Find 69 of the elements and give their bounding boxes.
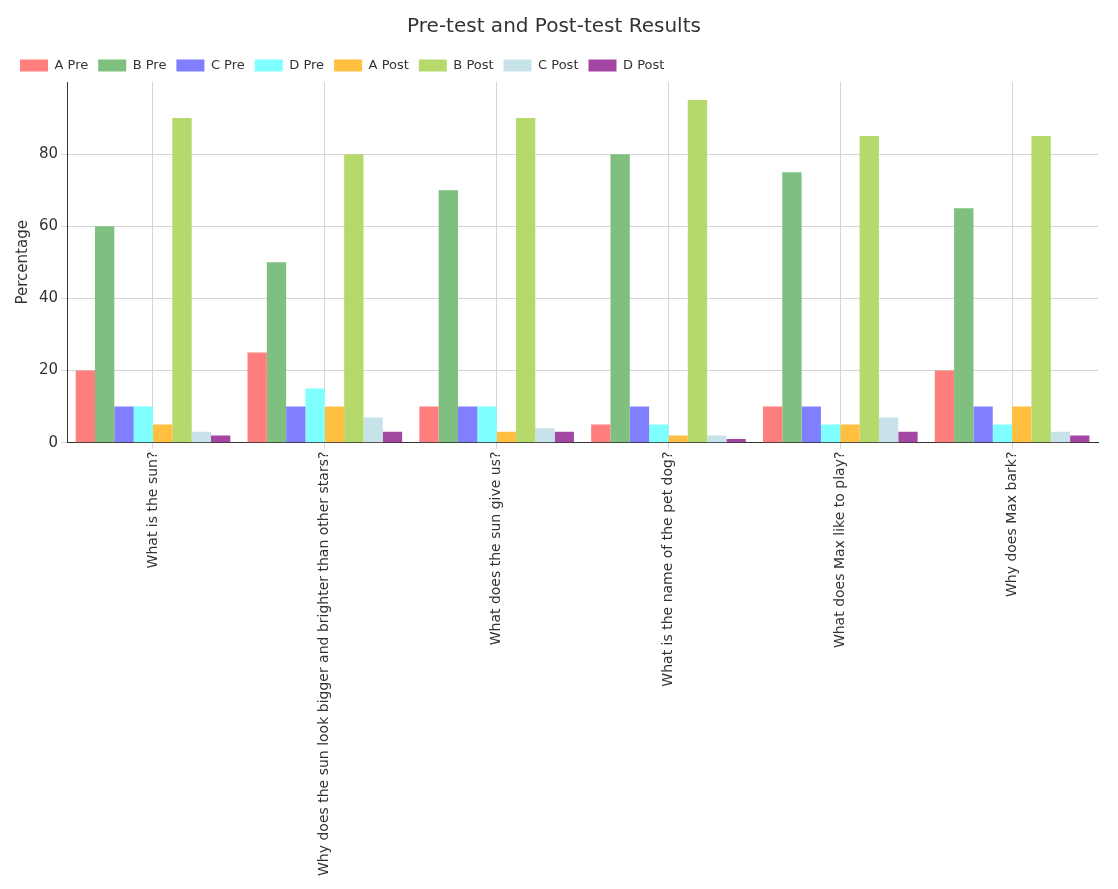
bar [153,424,173,443]
bar [668,435,688,443]
bar [247,352,267,443]
legend-label: D Pre [289,56,325,72]
bar [535,428,555,443]
bar [782,172,802,443]
bar [610,154,630,443]
bar [591,424,611,443]
bar [878,417,899,443]
bar [324,406,345,443]
bar [477,406,497,443]
bar [801,406,821,443]
bar [344,154,364,443]
y-axis-title: Percentage [12,220,31,305]
legend-label: C Pre [210,56,245,72]
bar [762,406,783,443]
bar [496,431,516,443]
bar [992,424,1013,443]
bar [973,406,993,443]
bar [898,431,918,443]
x-tick-label: Why does Max bark? [1002,451,1019,598]
y-tick-label: 40 [38,288,59,307]
bar [114,406,134,443]
bar [554,431,574,443]
bar [515,118,536,443]
bar [1050,431,1071,443]
bar [1031,136,1051,443]
x-tick-label: What does Max like to play? [830,451,847,649]
bar [305,388,325,443]
x-tick-label: Why does the sun look bigger and brighter than other stars? [315,451,332,877]
bar [1070,435,1090,443]
legend-label: A Post [368,56,409,72]
y-tick-label: 20 [38,360,59,379]
bar [75,370,96,443]
y-tick-label: 80 [38,144,59,163]
bar [438,190,458,443]
bar [286,406,306,443]
x-tick-label: What does the sun give us? [487,451,504,646]
x-tick-label: What is the sun? [143,451,160,569]
bar [133,406,153,443]
bar [934,370,955,443]
bar [1012,406,1032,443]
bar [419,406,439,443]
x-tick-label: What is the name of the pet dog? [659,451,676,687]
legend-label: B Pre [132,56,167,72]
chart-title: Pre-test and Post-test Results [407,13,701,38]
bar [649,424,669,443]
bar [629,406,650,443]
bar [95,226,115,443]
bar [954,208,974,443]
bar [363,417,383,443]
y-tick-label: 0 [48,432,59,451]
bar [266,262,287,443]
bar [820,424,841,443]
bar [840,424,860,443]
legend-label: A Pre [54,56,89,72]
bar [457,406,478,443]
legend-label: B Post [453,56,494,72]
bar [707,435,727,443]
bar [382,431,403,443]
y-tick-label: 60 [38,216,59,235]
bar [191,431,211,443]
bar [859,136,879,443]
bar [687,100,708,443]
legend-label: D Post [622,56,665,72]
legend-label: C Post [538,56,579,72]
bar [726,439,746,443]
bar [172,118,192,443]
bar [210,435,231,443]
